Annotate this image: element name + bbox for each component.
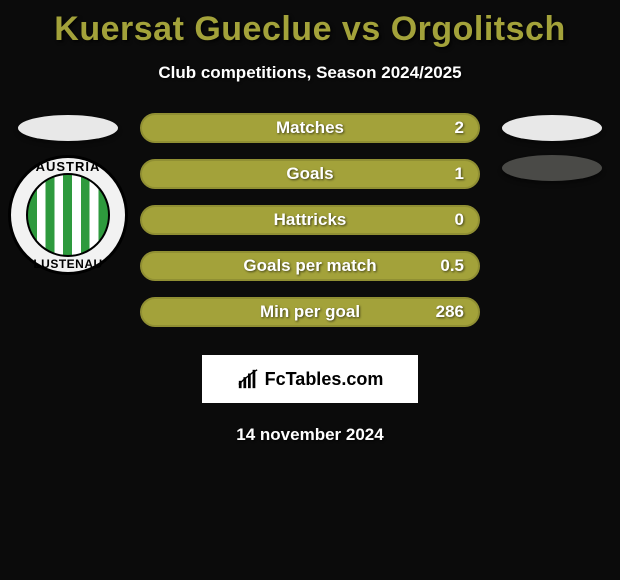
stat-bar: Goals 1 (140, 159, 480, 189)
club-badge-lustenau: AUSTRIA LUSTENAU (8, 155, 128, 275)
stat-bar: Hattricks 0 (140, 205, 480, 235)
right-player-logos (492, 113, 612, 181)
badge-top-text: AUSTRIA (8, 159, 128, 174)
stat-bar: Matches 2 (140, 113, 480, 143)
stat-label: Hattricks (274, 210, 347, 230)
stat-label: Matches (276, 118, 344, 138)
page-title: Kuersat Gueclue vs Orgolitsch (0, 0, 620, 49)
team-logo-placeholder (502, 115, 602, 141)
stat-value: 0 (455, 210, 464, 230)
stat-bar: Goals per match 0.5 (140, 251, 480, 281)
stat-value: 0.5 (440, 256, 464, 276)
stat-label: Min per goal (260, 302, 360, 322)
badge-bottom-text: LUSTENAU (8, 257, 128, 271)
stat-value: 2 (455, 118, 464, 138)
stat-bar: Min per goal 286 (140, 297, 480, 327)
comparison-content: AUSTRIA LUSTENAU Matches 2 Goals 1 Hattricks… (0, 113, 620, 327)
stat-value: 1 (455, 164, 464, 184)
left-player-logos: AUSTRIA LUSTENAU (8, 113, 128, 275)
stat-value: 286 (436, 302, 464, 322)
team-logo-placeholder (502, 155, 602, 181)
stat-bars: Matches 2 Goals 1 Hattricks 0 Goals per match 0… (140, 113, 480, 327)
stat-label: Goals (286, 164, 333, 184)
brand-footer: FcTables.com (202, 355, 418, 403)
date: 14 november 2024 (0, 425, 620, 445)
subtitle: Club competitions, Season 2024/2025 (0, 63, 620, 83)
team-logo-placeholder (18, 115, 118, 141)
brand-text: FcTables.com (265, 369, 384, 390)
chart-icon (237, 368, 259, 390)
stat-label: Goals per match (243, 256, 376, 276)
